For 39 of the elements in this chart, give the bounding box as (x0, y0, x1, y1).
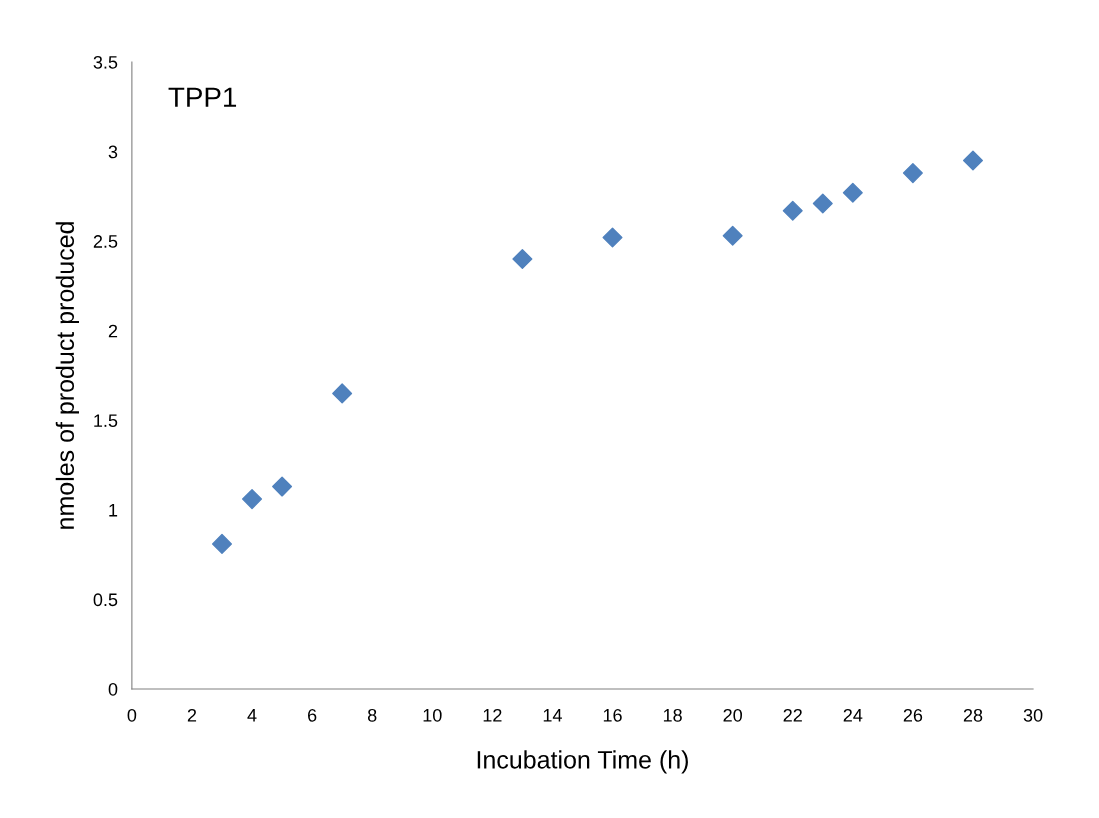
x-tick-label: 14 (543, 709, 562, 722)
point (722, 225, 743, 246)
x-tick-label: 6 (308, 708, 317, 722)
x-tick-label: 4 (247, 709, 257, 722)
point (242, 489, 263, 510)
x-tick-label: 24 (843, 708, 863, 722)
point (902, 163, 923, 184)
point (272, 476, 293, 497)
x-tick-label: 2 (187, 708, 197, 722)
point (332, 383, 353, 404)
x-tick-label: 0 (127, 708, 137, 722)
x-tick-label: 20 (723, 708, 742, 722)
x-tick-label: 22 (783, 708, 802, 722)
x-tick-label: 18 (663, 708, 682, 722)
x-tick-label: 10 (423, 708, 442, 722)
y-axis-title: nmoles of product produced (55, 222, 79, 529)
x-tick-label: 8 (367, 708, 377, 722)
y-tick-label: 2 (108, 324, 118, 338)
y-tick-label: 0 (108, 682, 118, 696)
point (211, 533, 233, 554)
x-tick-label: 12 (483, 708, 502, 722)
point (812, 193, 833, 214)
point (602, 227, 623, 248)
x-tick-label: 28 (963, 708, 983, 722)
point (962, 150, 983, 171)
x-tick-label: 30 (1023, 708, 1043, 722)
y-tick-label: 1 (109, 503, 118, 517)
y-tick-label: 2.5 (93, 235, 118, 248)
point (842, 182, 863, 203)
x-tick-label: 26 (903, 708, 923, 722)
x-tick-label: 16 (603, 708, 622, 722)
point (512, 249, 533, 270)
y-tick-label: 3.5 (93, 55, 118, 69)
point (782, 200, 803, 221)
y-tick-label: 3 (108, 145, 118, 159)
y-tick-label: 1.5 (94, 414, 118, 428)
text: TPP1 (168, 87, 237, 107)
y-tick-label: 0.5 (93, 593, 118, 607)
x-axis-title: Incubation Time (h) (477, 750, 688, 774)
